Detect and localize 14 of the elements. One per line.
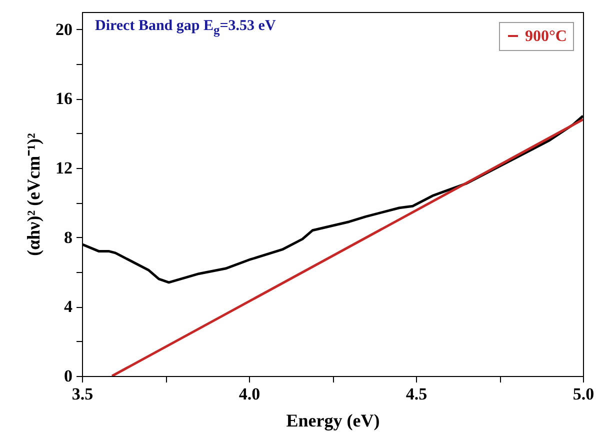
x-tick-label: 4.0 xyxy=(238,384,260,404)
y-tick-label: 16 xyxy=(56,89,72,108)
x-axis-title: Energy (eV) xyxy=(286,410,380,430)
x-tick-label: 5.0 xyxy=(572,384,594,404)
y-tick-label: 4 xyxy=(64,297,73,316)
y-tick-label: 8 xyxy=(64,228,72,247)
y-axis-title: (αhν)² (eVcm⁻¹)² xyxy=(24,133,44,256)
y-tick-label: 20 xyxy=(56,20,72,39)
x-tick-label: 3.5 xyxy=(72,384,94,404)
y-tick-label: 0 xyxy=(64,366,72,386)
legend-label: 900°C xyxy=(525,28,567,45)
y-tick-label: 12 xyxy=(56,158,72,178)
annotation: Direct Band gap E$_{g}$=3.53 eV xyxy=(95,18,276,38)
x-tick-label: 4.5 xyxy=(406,384,428,404)
